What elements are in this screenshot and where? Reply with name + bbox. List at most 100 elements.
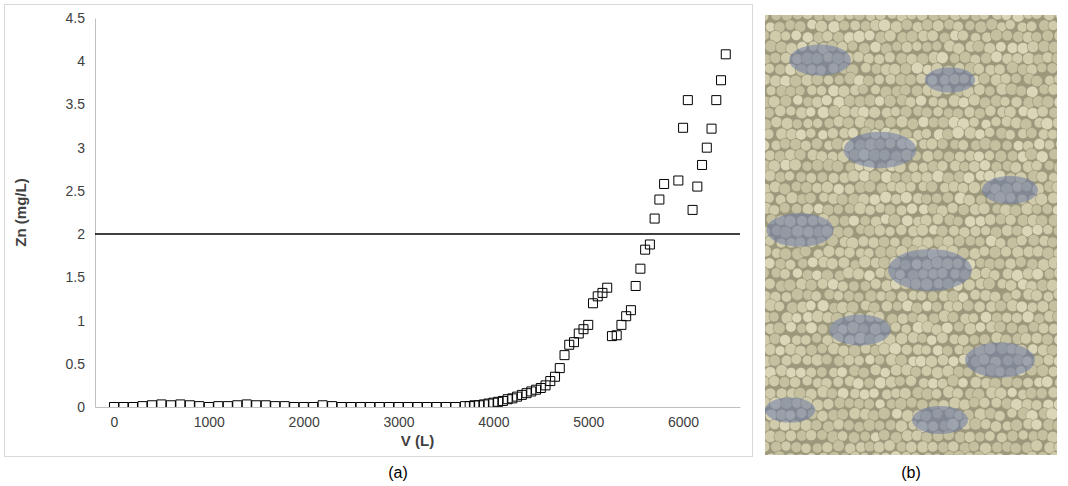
data-point (650, 214, 659, 223)
photo-haze (765, 15, 1057, 455)
x-axis: 0 1000 2000 3000 4000 5000 6000 (96, 407, 741, 430)
data-point (128, 403, 137, 408)
data-point (702, 143, 711, 152)
data-point (328, 402, 337, 407)
tick: 6000 (668, 407, 699, 430)
data-point (375, 403, 384, 408)
tick: 5000 (573, 407, 604, 430)
data-point (717, 76, 726, 85)
data-point (318, 401, 327, 407)
data-point (356, 403, 365, 408)
tick: 1 (77, 313, 95, 329)
data-point (560, 351, 569, 360)
data-point (660, 179, 669, 188)
tick: 3 (77, 140, 95, 156)
y-axis: 0 0.5 1 1.5 2 2.5 3 3.5 4 4.5 (66, 10, 96, 415)
tick-label: 1.5 (66, 269, 86, 285)
data-point (366, 403, 375, 408)
data-point (385, 403, 394, 408)
tick: 4000 (478, 407, 509, 430)
tick-label: 3.5 (66, 96, 86, 112)
tick: 4.5 (66, 10, 95, 26)
panel-label: (b) (901, 464, 921, 481)
data-point (261, 401, 270, 407)
tick: 4 (77, 53, 95, 69)
tick-label: 4000 (478, 414, 509, 430)
tick: 0 (111, 407, 119, 430)
y-axis-title: Zn (mg/L) (12, 178, 29, 246)
data-point (157, 400, 166, 407)
tick: 2.5 (66, 183, 95, 199)
tick-label: 0 (77, 399, 85, 415)
tick: 2 (77, 226, 95, 242)
data-point (185, 401, 194, 407)
tick-label: 1000 (194, 414, 225, 430)
x-axis-title: V (L) (401, 432, 434, 449)
tick: 1000 (194, 407, 225, 430)
tick-label: 5000 (573, 414, 604, 430)
data-point (347, 403, 356, 408)
axis-line (96, 407, 741, 408)
tick-label: 1 (77, 313, 85, 329)
tick-label: 2000 (289, 414, 320, 430)
data-point (290, 403, 299, 408)
tick: 3000 (383, 407, 414, 430)
data-point (655, 195, 664, 204)
data-point (309, 403, 318, 408)
data-point (551, 372, 560, 381)
data-point (712, 96, 721, 105)
data-point (584, 320, 593, 329)
data-point (570, 338, 579, 347)
photo-background (765, 15, 1057, 455)
data-point (394, 403, 403, 408)
data-point (432, 403, 441, 408)
tick: 1.5 (66, 269, 95, 285)
data-point (698, 160, 707, 169)
data-point (404, 403, 413, 408)
figure: 0 1000 2000 3000 4000 5000 6000 0 0.5 1 1.5 2 2.5 3 3.… (0, 0, 1068, 486)
data-point (636, 264, 645, 273)
data-point (252, 401, 261, 407)
reference-line (95, 233, 740, 235)
tick: 0.5 (66, 356, 95, 372)
tick-label: 2 (77, 226, 85, 242)
panel-label: (a) (388, 464, 408, 481)
tick: 3.5 (66, 96, 95, 112)
data-point (645, 240, 654, 249)
tick: 2000 (289, 407, 320, 430)
data-point (603, 283, 612, 292)
data-point (674, 176, 683, 185)
data-point (204, 403, 213, 408)
data-point (337, 403, 346, 408)
data-point (271, 402, 280, 407)
data-point (679, 123, 688, 132)
data-point (195, 402, 204, 407)
data-point (555, 364, 564, 373)
tick: 0 (77, 399, 95, 415)
data-point (683, 96, 692, 105)
data-point (626, 306, 635, 315)
data-point (233, 401, 242, 407)
data-point (119, 403, 128, 408)
data-point (413, 403, 422, 408)
data-point (422, 403, 431, 408)
chart-frame (5, 5, 753, 457)
data-point (688, 205, 697, 214)
data-point (631, 281, 640, 290)
tick-label: 4.5 (66, 10, 86, 26)
data-point (693, 182, 702, 191)
data-point (441, 403, 450, 408)
data-point (612, 331, 621, 340)
data-point (214, 402, 223, 407)
data-point (280, 402, 289, 407)
plot-area (95, 50, 740, 407)
data-point (147, 401, 156, 407)
data-point (451, 403, 460, 408)
data-point (166, 401, 175, 407)
data-point (707, 124, 716, 133)
tick-label: 0.5 (66, 356, 86, 372)
data-point (138, 402, 147, 407)
data-point (617, 320, 626, 329)
data-point (223, 402, 232, 407)
data-point (176, 400, 185, 407)
